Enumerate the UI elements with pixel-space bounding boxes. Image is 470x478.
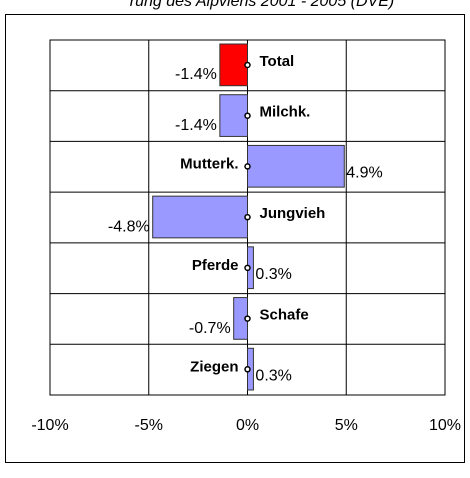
category-label: Pferde: [192, 257, 239, 274]
x-tick-label: 10%: [429, 417, 461, 434]
zero-marker: [244, 112, 251, 119]
bar: [219, 94, 249, 137]
category-label: Schafe: [260, 307, 309, 324]
category-label: Milchk.: [260, 104, 311, 121]
plot-border: [49, 39, 446, 396]
bar: [152, 195, 248, 239]
category-label: Ziegen: [190, 358, 238, 375]
value-label: 0.3%: [255, 368, 291, 385]
value-label: 4.9%: [346, 165, 382, 182]
category-label: Total: [260, 53, 295, 70]
x-tick-label: -5%: [135, 417, 163, 434]
x-tick-label: -10%: [31, 417, 68, 434]
zero-marker: [244, 61, 251, 69]
zero-marker: [244, 264, 251, 272]
zero-marker: [244, 315, 251, 322]
chart-title: rung des Alpviehs 2001 - 2005 (DVE): [130, 0, 394, 10]
value-label: -1.4%: [175, 66, 217, 83]
category-label: Jungvieh: [260, 205, 326, 222]
category-label: Mutterk.: [180, 155, 238, 172]
zero-marker: [244, 163, 251, 170]
x-tick-label: 5%: [335, 417, 358, 434]
zero-marker: [244, 366, 251, 373]
zero-marker: [244, 213, 251, 221]
bar: [219, 43, 249, 87]
value-label: -0.7%: [189, 320, 231, 337]
bar: [247, 144, 345, 188]
x-tick-label: 0%: [236, 417, 259, 434]
value-label: -1.4%: [175, 117, 217, 134]
value-label: -4.8%: [108, 218, 150, 235]
value-label: 0.3%: [255, 266, 291, 283]
